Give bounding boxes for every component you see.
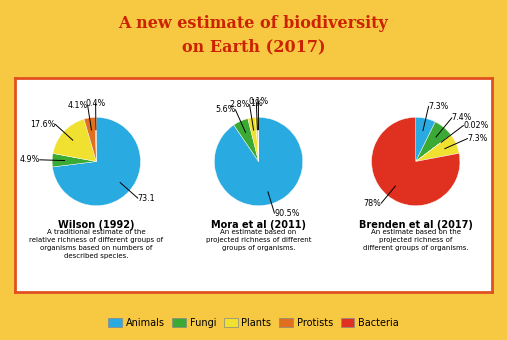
Text: 78%: 78% xyxy=(364,199,381,207)
Wedge shape xyxy=(256,117,259,162)
Text: 0.4%: 0.4% xyxy=(86,99,106,108)
Text: Brenden et al (2017): Brenden et al (2017) xyxy=(359,220,473,230)
Text: An estimate based on the
projected richness of
different groups of organisms.: An estimate based on the projected richn… xyxy=(363,229,468,251)
Text: 1%: 1% xyxy=(250,99,263,108)
Wedge shape xyxy=(95,117,96,162)
Text: 17.6%: 17.6% xyxy=(30,120,55,129)
Wedge shape xyxy=(248,117,259,162)
Text: 4.1%: 4.1% xyxy=(67,101,88,110)
Text: 73.1: 73.1 xyxy=(138,193,155,203)
Text: 90.5%: 90.5% xyxy=(274,208,300,218)
Wedge shape xyxy=(234,119,259,162)
Text: 7.3%: 7.3% xyxy=(467,134,488,143)
Text: An estimate based on
projected richness of different
groups of organisms.: An estimate based on projected richness … xyxy=(206,229,311,251)
Wedge shape xyxy=(416,135,451,162)
Wedge shape xyxy=(53,119,96,162)
Wedge shape xyxy=(52,153,96,167)
Wedge shape xyxy=(52,117,140,206)
Text: Wilson (1992): Wilson (1992) xyxy=(58,220,134,230)
Text: A new estimate of biodiversity
on Earth (2017): A new estimate of biodiversity on Earth … xyxy=(119,15,388,56)
Text: 2.8%: 2.8% xyxy=(229,100,249,109)
Text: 0.1%: 0.1% xyxy=(248,97,269,106)
Wedge shape xyxy=(416,117,436,162)
Wedge shape xyxy=(214,117,303,206)
Text: 5.6%: 5.6% xyxy=(215,105,235,114)
Text: 7.4%: 7.4% xyxy=(452,114,472,122)
Text: A traditional estimate of the
relative richness of different groups of
organisms: A traditional estimate of the relative r… xyxy=(29,229,163,259)
Text: Mora et al (2011): Mora et al (2011) xyxy=(211,220,306,230)
Wedge shape xyxy=(84,117,96,162)
Legend: Animals, Fungi, Plants, Protists, Bacteria: Animals, Fungi, Plants, Protists, Bacter… xyxy=(104,314,403,332)
Text: 4.9%: 4.9% xyxy=(19,155,40,164)
Text: 0.02%: 0.02% xyxy=(463,121,489,130)
Wedge shape xyxy=(372,117,460,206)
Wedge shape xyxy=(416,135,459,162)
Wedge shape xyxy=(416,122,451,162)
Text: 7.3%: 7.3% xyxy=(428,102,449,111)
